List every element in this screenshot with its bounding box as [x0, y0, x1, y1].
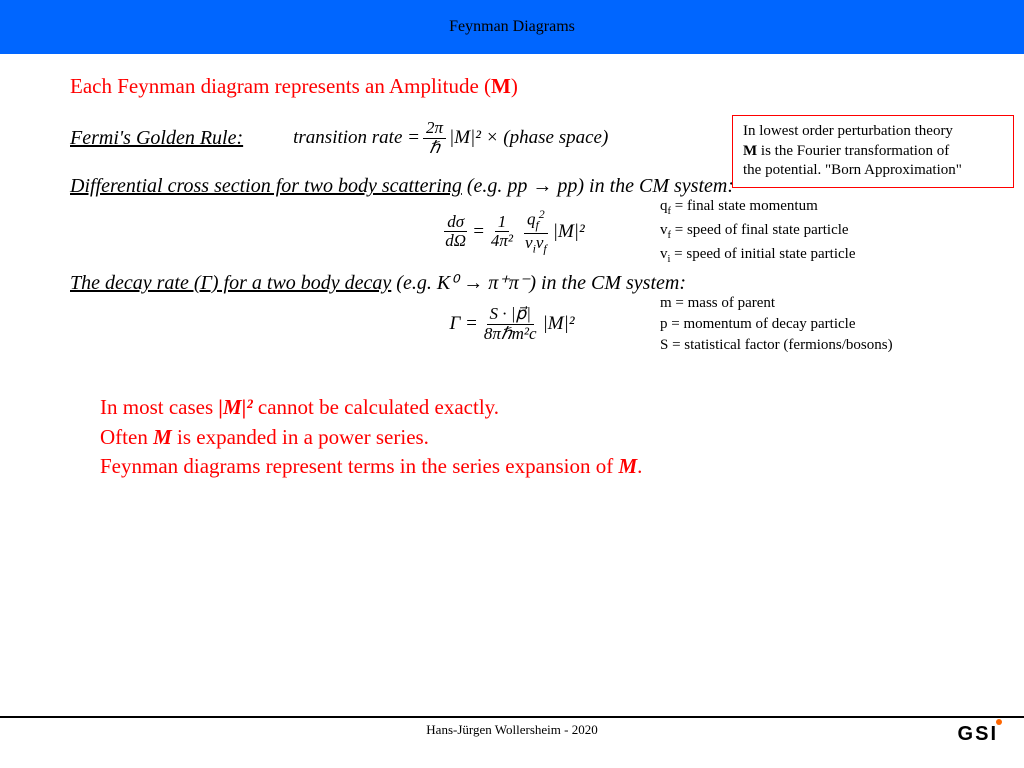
diff-f3: qf2 vivf [522, 208, 550, 255]
diff-f2: 1 4π² [488, 213, 516, 251]
slide-header: Feynman Diagrams [0, 0, 1024, 54]
footer-text: Hans-Jürgen Wollersheim - 2020 [426, 722, 597, 738]
fermi-label: Fermi's Golden Rule: [70, 127, 243, 150]
born-callout: In lowest order perturbation theory M is… [732, 115, 1014, 188]
decay-num: S · |p⃗| [487, 305, 534, 325]
intro-M: M [491, 74, 511, 98]
diff-rhs: |M|² [553, 221, 585, 243]
decay-leg1: m = mass of parent [660, 295, 775, 311]
fermi-num: 2π [423, 119, 446, 139]
decay-label: The decay rate (Γ) for a two body decay … [70, 270, 954, 295]
callout-l2b: is the Fourier transformation of [757, 143, 949, 159]
diff-formula-row: dσ dΩ = 1 4π² qf2 vivf |M|² qf = final s… [70, 208, 954, 255]
callout-l3: the potential. "Born Approximation" [743, 162, 962, 178]
callout-M: M [743, 143, 757, 159]
slide-footer: Hans-Jürgen Wollersheim - 2020 [0, 716, 1024, 738]
diff-formula: dσ dΩ = 1 4π² qf2 vivf |M|² [439, 208, 584, 255]
decay-formula: Γ = S · |p⃗| 8πℏm²c |M|² [449, 305, 574, 343]
rb-l3b: M [618, 454, 637, 478]
decay-legend: m = mass of parent p = momentum of decay… [660, 293, 893, 356]
diff-f1: dσ dΩ [442, 213, 469, 251]
fermi-den: ℏ [426, 139, 443, 158]
rb-l3c: . [637, 454, 642, 478]
intro-line: Each Feynman diagram represents an Ampli… [70, 74, 954, 99]
rb-l1c: cannot be calculated exactly. [253, 395, 499, 419]
rb-l2c: is expanded in a power series. [172, 425, 429, 449]
diff-f2-den: 4π² [488, 232, 516, 251]
diff-f3-num: qf2 [524, 208, 548, 233]
decay-frac: S · |p⃗| 8πℏm²c [481, 305, 540, 343]
summary-block: In most cases |M|² cannot be calculated … [100, 393, 954, 481]
diff-f1-num: dσ [444, 213, 467, 233]
diff-label-rest: (e.g. pp → pp) in the CM system: [462, 175, 734, 197]
fermi-formula: transition rate = 2π ℏ |M|² × (phase spa… [293, 119, 608, 157]
diff-f3-den: vivf [522, 234, 550, 255]
diff-eq: = [472, 221, 485, 243]
logo-text: GSI [958, 723, 998, 745]
decay-leg2: p = momentum of decay particle [660, 316, 855, 332]
callout-l1: In lowest order perturbation theory [743, 123, 953, 139]
diff-f1-den: dΩ [442, 232, 469, 251]
rb-l2a: Often [100, 425, 153, 449]
rb-l1b: |M|² [218, 395, 252, 419]
intro-prefix: Each Feynman diagram represents an Ampli… [70, 74, 491, 98]
decay-label-rest: (e.g. K⁰ → π⁺π⁻) in the CM system: [391, 272, 686, 294]
diff-legend: qf = final state momentum vf = speed of … [660, 196, 855, 267]
gsi-logo: GSI [958, 723, 1004, 746]
fermi-rhs: |M|² × (phase space) [449, 127, 608, 149]
fermi-lhs: transition rate = [293, 127, 420, 149]
decay-lhs: Γ = [449, 313, 477, 335]
rb-l3a: Feynman diagrams represent terms in the … [100, 454, 618, 478]
decay-label-u: The decay rate (Γ) for a two body decay [70, 272, 391, 294]
rb-l2b: M [153, 425, 172, 449]
decay-leg3: S = statistical factor (fermions/bosons) [660, 337, 893, 353]
diff-f2-num: 1 [495, 213, 510, 233]
slide-title: Feynman Diagrams [449, 18, 575, 36]
decay-rhs: |M|² [543, 313, 575, 335]
fermi-frac: 2π ℏ [423, 119, 446, 157]
logo-dot-icon [996, 719, 1002, 725]
decay-den: 8πℏm²c [481, 325, 540, 344]
decay-formula-row: Γ = S · |p⃗| 8πℏm²c |M|² m = mass of par… [70, 305, 954, 343]
slide-content: Each Feynman diagram represents an Ampli… [0, 54, 1024, 482]
intro-suffix: ) [511, 74, 518, 98]
diff-label-u: Differential cross section for two body … [70, 175, 462, 197]
rb-l1a: In most cases [100, 395, 218, 419]
